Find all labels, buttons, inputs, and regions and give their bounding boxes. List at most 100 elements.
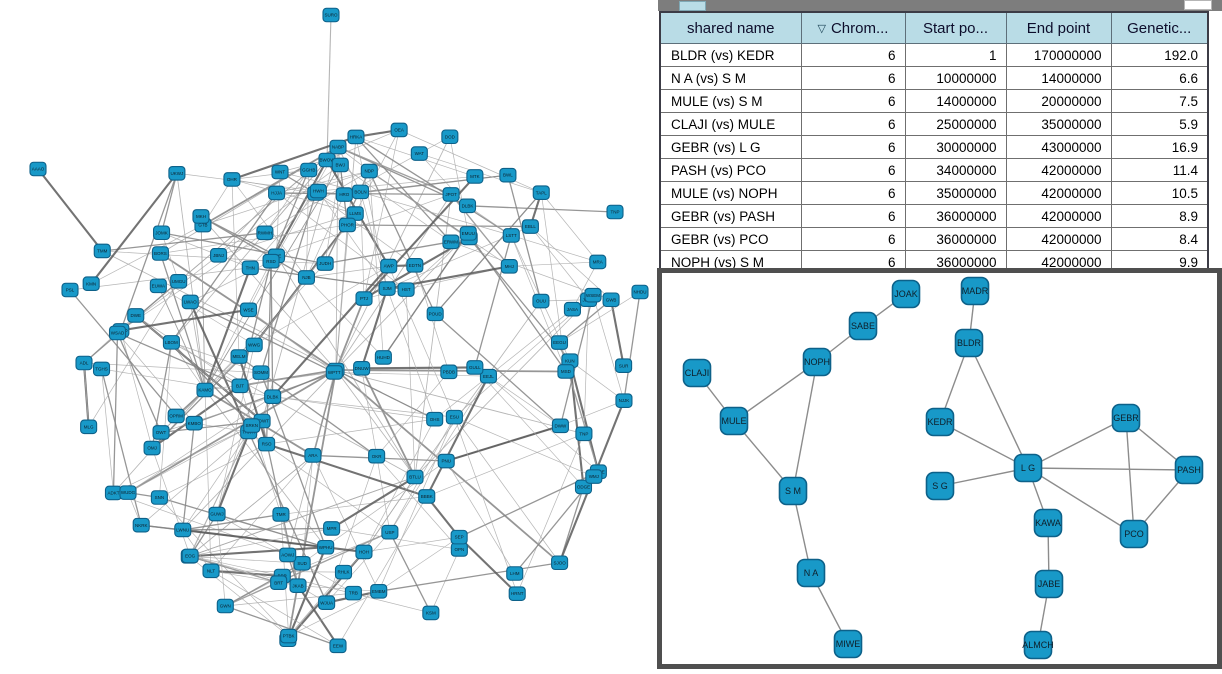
table-cell[interactable]: 5.9: [1111, 113, 1208, 136]
table-tab[interactable]: [679, 1, 706, 11]
network-edge[interactable]: [1028, 468, 1189, 470]
table-cell[interactable]: 192.0: [1111, 44, 1208, 67]
table-cell[interactable]: 1: [905, 44, 1006, 67]
overview-edge[interactable]: [84, 363, 89, 427]
table-cell[interactable]: 14000000: [905, 90, 1006, 113]
table-cell[interactable]: 14000000: [1006, 67, 1111, 90]
table-cell[interactable]: 170000000: [1006, 44, 1111, 67]
table-cell[interactable]: 6: [801, 228, 905, 251]
table-cell[interactable]: 42000000: [1006, 159, 1111, 182]
column-header-start-po-[interactable]: Start po...: [905, 12, 1006, 44]
table-cell[interactable]: 35000000: [905, 182, 1006, 205]
overview-edge[interactable]: [298, 586, 379, 592]
table-cell[interactable]: 8.4: [1111, 228, 1208, 251]
overview-edge[interactable]: [511, 235, 597, 262]
table-cell[interactable]: 20000000: [1006, 90, 1111, 113]
table-cell[interactable]: BLDR (vs) KEDR: [660, 44, 801, 67]
overview-edge[interactable]: [435, 193, 541, 314]
table-cell[interactable]: 36000000: [905, 205, 1006, 228]
overview-edge[interactable]: [347, 225, 530, 227]
overview-edge[interactable]: [379, 563, 560, 592]
table-cell[interactable]: GEBR (vs) PCO: [660, 228, 801, 251]
table-cell[interactable]: CLAJI (vs) MULE: [660, 113, 801, 136]
overview-edge[interactable]: [611, 300, 624, 366]
table-cell[interactable]: 30000000: [905, 136, 1006, 159]
overview-edge[interactable]: [183, 514, 281, 529]
column-header-end-point[interactable]: End point: [1006, 12, 1111, 44]
table-cell[interactable]: 25000000: [905, 113, 1006, 136]
overview-edge[interactable]: [454, 417, 559, 563]
overview-edge[interactable]: [118, 333, 162, 432]
table-cell[interactable]: 6: [801, 182, 905, 205]
table-cell[interactable]: 16.9: [1111, 136, 1208, 159]
overview-network-canvas[interactable]: SUROBWOWNABPWNTAAAOPSLADLTNPNHDUHGRBTLUK…: [0, 0, 655, 669]
overview-edge[interactable]: [488, 376, 598, 472]
overview-edge[interactable]: [390, 532, 431, 613]
overview-edge[interactable]: [162, 233, 326, 264]
column-header-genetic-[interactable]: Genetic...: [1111, 12, 1208, 44]
table-cell[interactable]: 35000000: [1006, 113, 1111, 136]
table-cell[interactable]: 11.4: [1111, 159, 1208, 182]
overview-edge[interactable]: [38, 169, 102, 251]
table-cell[interactable]: 6: [801, 113, 905, 136]
table-cell[interactable]: 6: [801, 90, 905, 113]
table-cell[interactable]: MULE (vs) NOPH: [660, 182, 801, 205]
overview-edge[interactable]: [113, 333, 117, 493]
overview-edge[interactable]: [435, 309, 573, 419]
table-cell[interactable]: MULE (vs) S M: [660, 90, 801, 113]
overview-edge[interactable]: [190, 302, 334, 373]
column-header-chrom-[interactable]: ▽Chrom...: [801, 12, 905, 44]
overview-edge[interactable]: [102, 369, 114, 493]
overview-edge[interactable]: [468, 206, 615, 212]
overview-edge[interactable]: [327, 15, 331, 160]
network-edge[interactable]: [969, 343, 1028, 468]
table-cell[interactable]: 6: [801, 136, 905, 159]
column-header-shared-name[interactable]: shared name: [660, 12, 801, 44]
overview-edge[interactable]: [427, 376, 489, 496]
overview-edge[interactable]: [361, 192, 512, 236]
table-cell[interactable]: 7.5: [1111, 90, 1208, 113]
table-cell[interactable]: 6.6: [1111, 67, 1208, 90]
table-cell[interactable]: 10.5: [1111, 182, 1208, 205]
overview-edge[interactable]: [362, 367, 475, 368]
overview-edge[interactable]: [267, 419, 435, 444]
overview-edge[interactable]: [102, 369, 142, 525]
overview-edge[interactable]: [273, 397, 435, 419]
table-cell[interactable]: 6: [801, 159, 905, 182]
table-cell[interactable]: 42000000: [1006, 228, 1111, 251]
overview-edge[interactable]: [446, 426, 560, 461]
network-edge[interactable]: [1126, 418, 1134, 534]
overview-edge[interactable]: [336, 225, 347, 370]
filter-icon[interactable]: ▽: [818, 23, 826, 35]
overview-edge[interactable]: [340, 165, 451, 242]
overview-edge[interactable]: [190, 302, 205, 390]
table-cell[interactable]: GEBR (vs) PASH: [660, 205, 801, 228]
table-cell[interactable]: 34000000: [905, 159, 1006, 182]
table-cell[interactable]: 43000000: [1006, 136, 1111, 159]
table-cell[interactable]: N A (vs) S M: [660, 67, 801, 90]
overview-edge[interactable]: [183, 423, 194, 530]
table-cell[interactable]: 10000000: [905, 67, 1006, 90]
table-cell[interactable]: 6: [801, 44, 905, 67]
overview-edge[interactable]: [102, 251, 271, 261]
overview-edge[interactable]: [159, 444, 266, 497]
overview-edge[interactable]: [271, 261, 273, 396]
table-cell[interactable]: 42000000: [1006, 205, 1111, 228]
overview-edge[interactable]: [468, 233, 566, 371]
overview-edge[interactable]: [450, 137, 468, 234]
overview-edge[interactable]: [415, 300, 589, 477]
overview-edge[interactable]: [183, 528, 332, 530]
overview-edge[interactable]: [454, 417, 593, 476]
table-cell[interactable]: GEBR (vs) L G: [660, 136, 801, 159]
overview-edge[interactable]: [298, 586, 338, 646]
network-edge[interactable]: [1028, 418, 1126, 468]
network-edge[interactable]: [793, 362, 817, 491]
